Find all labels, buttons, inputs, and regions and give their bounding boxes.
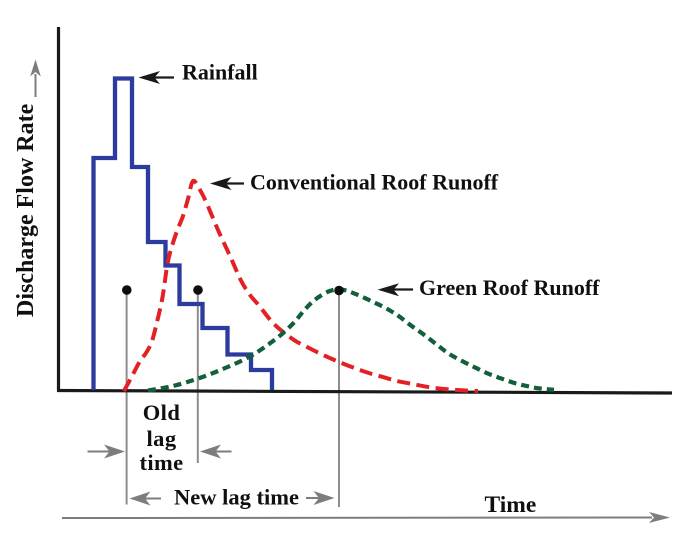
svg-text:lag: lag <box>147 426 177 451</box>
svg-text:New lag time: New lag time <box>174 485 299 510</box>
svg-text:Green Roof Runoff: Green Roof Runoff <box>419 275 600 300</box>
svg-text:Old: Old <box>143 400 181 425</box>
svg-text:Rainfall: Rainfall <box>182 60 258 85</box>
svg-text:Conventional Roof Runoff: Conventional Roof Runoff <box>250 170 499 195</box>
svg-text:Time: Time <box>485 492 537 518</box>
svg-text:Discharge Flow Rate: Discharge Flow Rate <box>13 103 39 317</box>
svg-text:time: time <box>139 450 183 475</box>
